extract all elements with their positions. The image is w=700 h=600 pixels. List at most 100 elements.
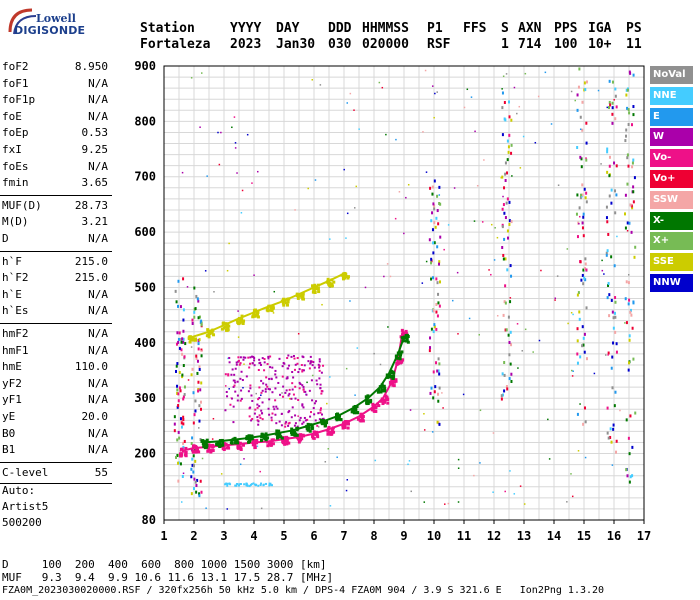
trace-point — [229, 441, 233, 445]
echo-dot — [509, 330, 512, 334]
lowell-digisonde-logo: Lowell DIGISONDE — [6, 4, 85, 44]
echo-dot — [407, 463, 409, 466]
echo-dot — [243, 483, 246, 486]
echo-dot — [579, 403, 581, 405]
echo-dot — [613, 311, 616, 315]
echo-dot — [627, 436, 630, 440]
echo-dot — [611, 355, 614, 359]
trace-point — [373, 406, 377, 410]
echo-dot — [349, 92, 352, 95]
echo-dot — [627, 281, 630, 285]
echo-dot — [593, 372, 596, 375]
echo-dot — [244, 356, 247, 359]
trace-point — [251, 443, 255, 447]
echo-dot — [309, 415, 312, 418]
echo-dot — [494, 227, 496, 229]
echo-dot — [196, 359, 199, 363]
trace-point — [305, 425, 309, 429]
echo-dot — [437, 369, 440, 373]
echo-dot — [508, 115, 511, 119]
param-name: foEp — [2, 126, 29, 140]
echo-dot — [196, 478, 199, 482]
echo-dot — [611, 464, 614, 466]
echo-dot — [430, 261, 433, 265]
echo-dot — [608, 174, 611, 178]
echo-dot — [284, 425, 287, 428]
echo-dot — [192, 421, 195, 425]
echo-dot — [246, 484, 249, 487]
echo-dot — [253, 483, 256, 486]
echo-dot — [199, 126, 201, 128]
echo-dot — [183, 393, 186, 397]
echo-dot — [585, 357, 588, 361]
echo-dot — [230, 373, 233, 376]
echo-dot — [483, 159, 485, 161]
trace-point — [404, 330, 408, 334]
trace-point — [236, 445, 240, 449]
echo-dot — [238, 483, 241, 486]
trace-point — [391, 370, 395, 374]
echo-dot — [180, 501, 183, 503]
echo-dot — [501, 207, 504, 211]
echo-dot — [572, 370, 574, 372]
echo-dot — [607, 281, 610, 285]
trace-point — [250, 437, 254, 441]
echo-dot — [429, 336, 432, 340]
echo-dot — [173, 429, 176, 433]
x-tick-label: 17 — [637, 529, 651, 543]
echo-dot — [502, 313, 505, 317]
echo-dot — [318, 364, 321, 367]
trace-point — [188, 340, 192, 344]
echo-dot — [220, 131, 222, 134]
trace-segment — [307, 420, 324, 427]
echo-dot — [576, 412, 579, 416]
echo-dot — [176, 362, 179, 366]
echo-dot — [249, 387, 252, 390]
legend-item-nne: NNE — [650, 86, 693, 105]
echo-dot — [584, 88, 587, 92]
echo-dot — [508, 377, 511, 381]
echo-dot — [629, 310, 632, 314]
param-fof2: foF2 8.950 — [2, 60, 108, 75]
echo-dot — [626, 474, 629, 478]
echo-dot — [431, 211, 434, 215]
echo-dot — [290, 355, 293, 358]
echo-dot — [318, 358, 321, 361]
trace-point — [242, 319, 246, 323]
param-name: h`F — [2, 254, 22, 268]
echo-dot — [435, 216, 438, 220]
echo-dot — [510, 151, 513, 155]
trace-point — [401, 358, 405, 362]
echo-dot — [609, 435, 612, 439]
echo-dot — [313, 366, 316, 369]
echo-dot — [608, 155, 611, 159]
echo-dot — [198, 494, 201, 498]
echo-dot — [579, 128, 582, 131]
trace-point — [216, 443, 220, 447]
echo-dot — [178, 346, 181, 350]
echo-dot — [457, 333, 459, 335]
echo-dot — [190, 441, 193, 445]
echo-dot — [624, 322, 626, 324]
echo-dot — [320, 392, 323, 395]
echo-dot — [287, 394, 290, 397]
echo-dot — [504, 161, 507, 165]
echo-dot — [177, 479, 180, 483]
trace-point — [343, 423, 347, 427]
echo-dot — [180, 337, 183, 341]
echo-dot — [496, 314, 499, 317]
echo-dot — [457, 458, 460, 461]
echo-dot — [438, 372, 441, 376]
echo-dot — [322, 417, 325, 420]
echo-dot — [296, 362, 299, 365]
echo-dot — [508, 219, 511, 223]
echo-dot — [240, 389, 243, 392]
echo-dot — [272, 405, 275, 408]
trace-point — [253, 446, 257, 450]
echo-dot — [255, 483, 258, 486]
param-b1: B1 N/A — [2, 443, 108, 458]
echo-dot — [291, 388, 294, 391]
echo-dot — [307, 187, 309, 190]
echo-dot — [572, 313, 574, 316]
legend-item-sse: SSE — [650, 253, 693, 272]
